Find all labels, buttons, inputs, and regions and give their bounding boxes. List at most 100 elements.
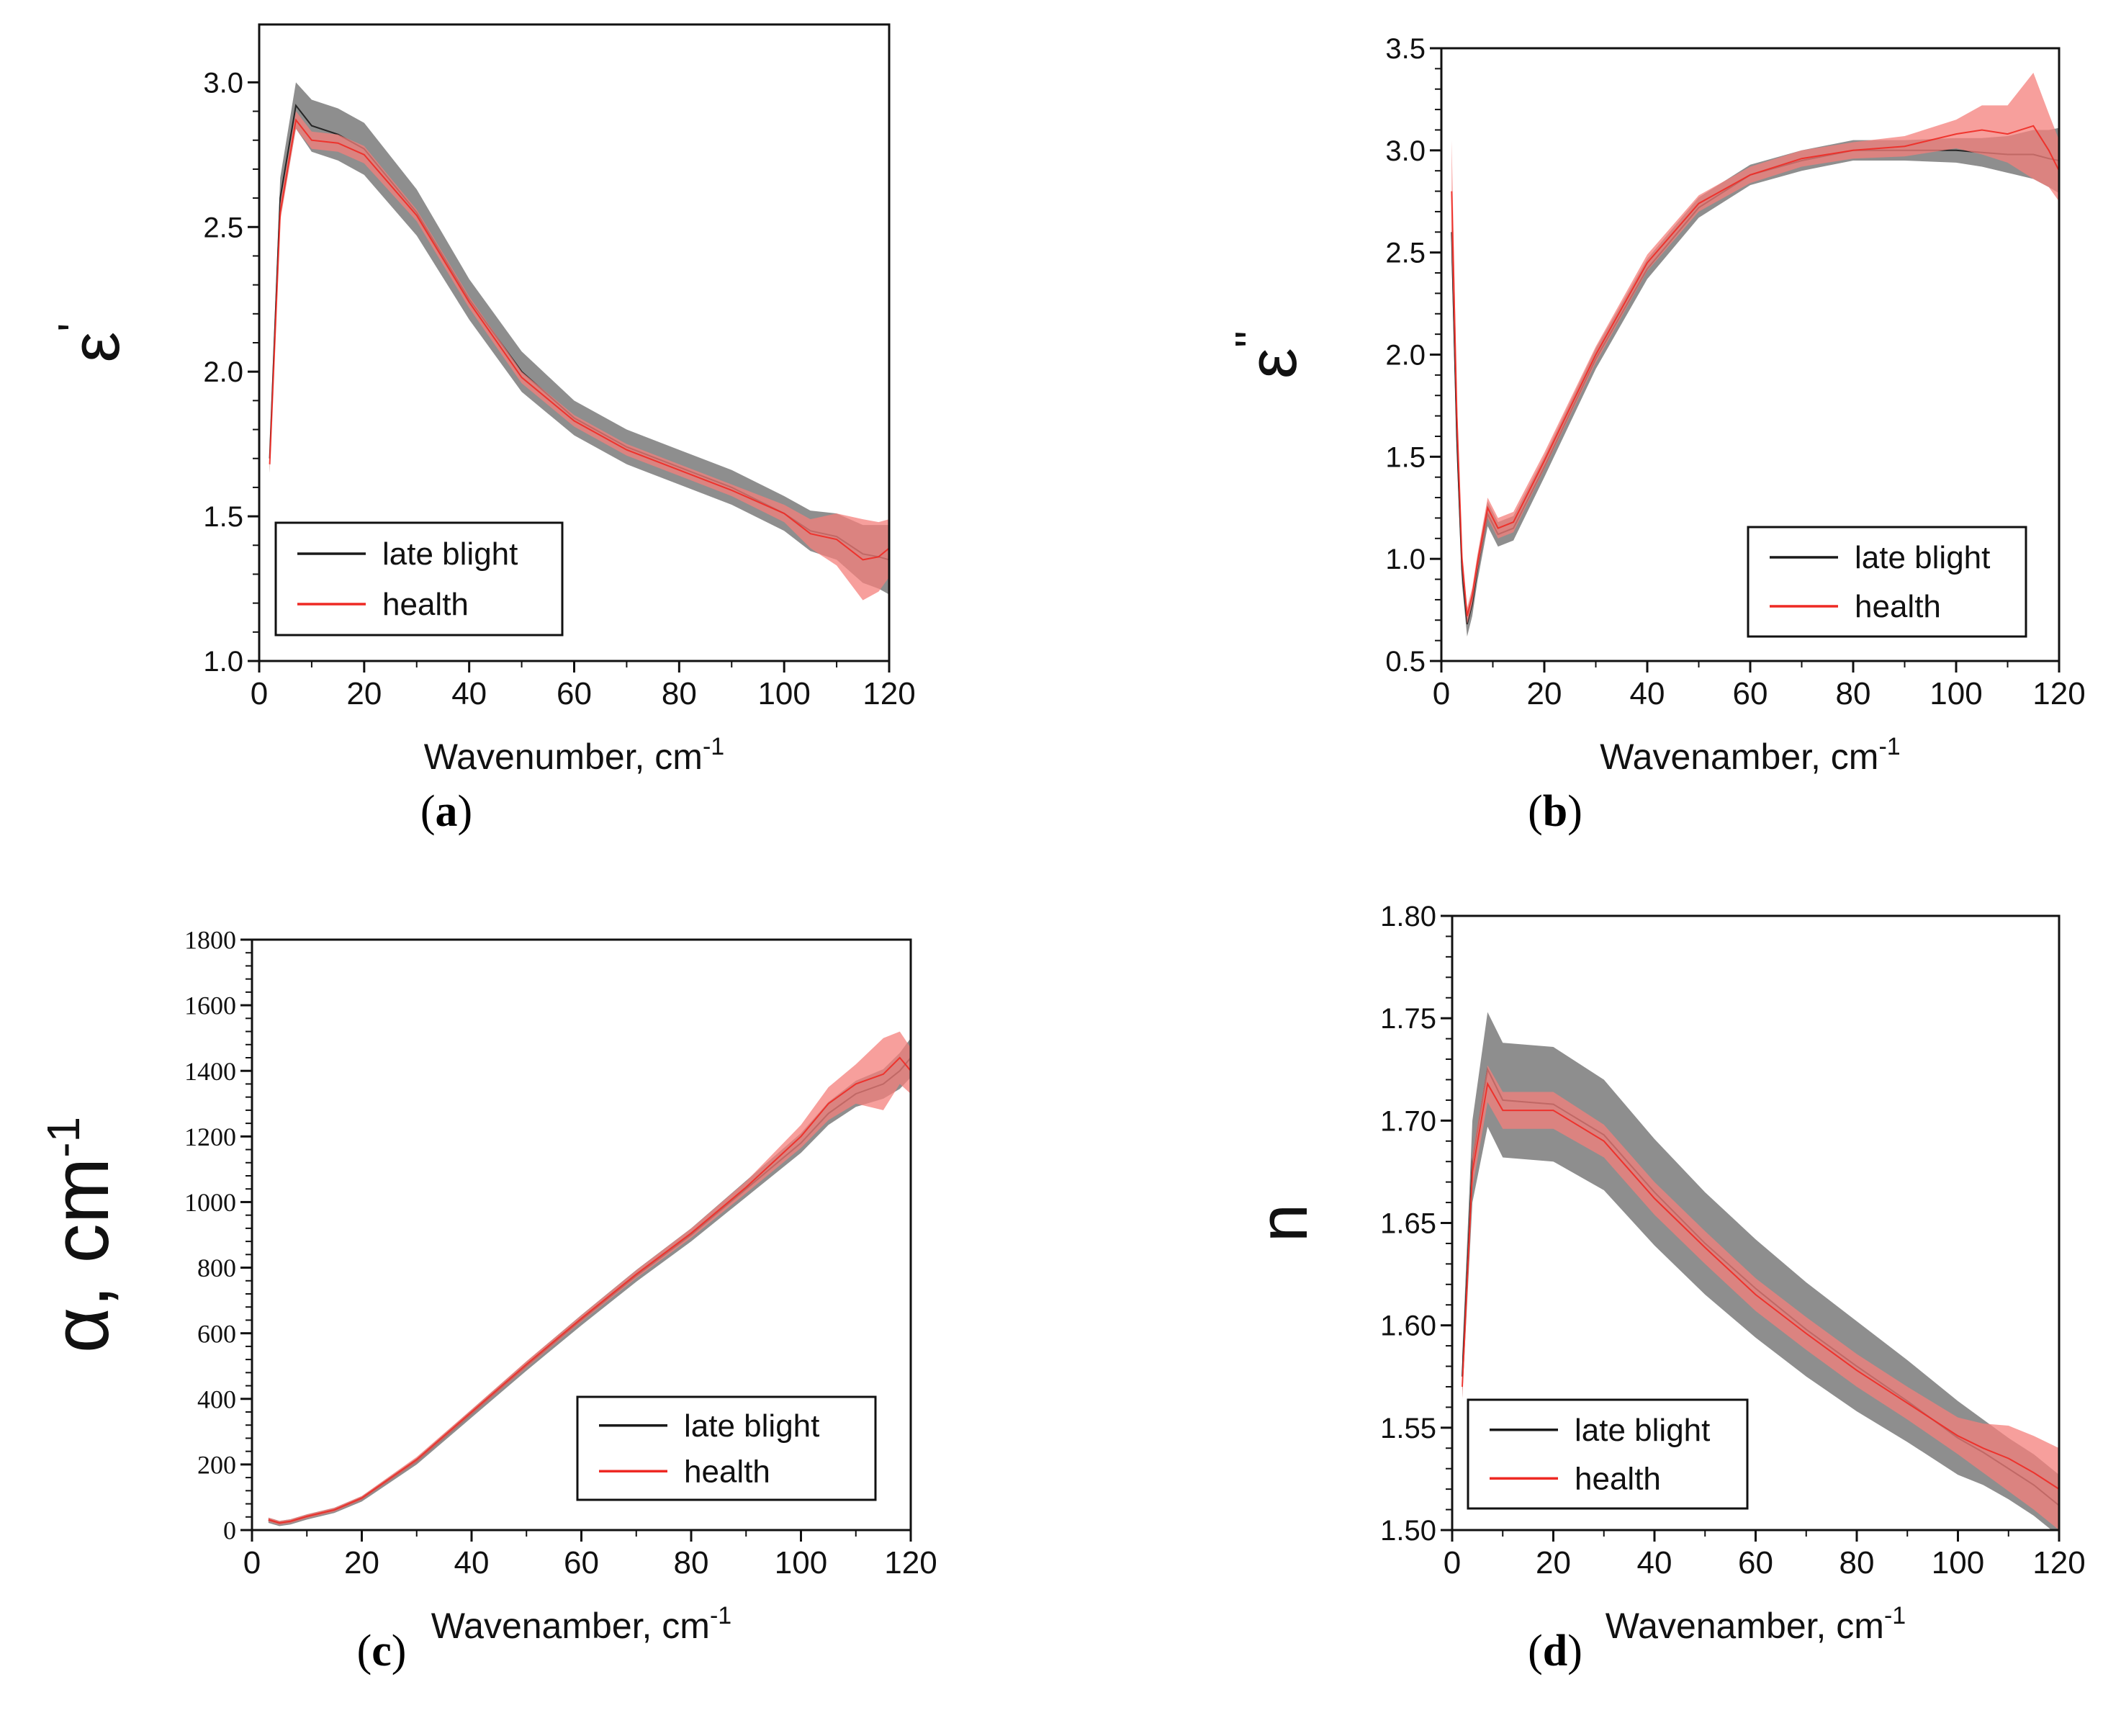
legend: late blight health (576, 1395, 877, 1501)
y-tick-label: 600 (197, 1319, 236, 1348)
x-tick-label: 60 (564, 1545, 599, 1580)
y-tick-label: 3.0 (203, 67, 243, 99)
series-line-health (269, 118, 889, 561)
y-tick-label: 3.5 (1385, 33, 1426, 65)
y-tick-label: 1.0 (203, 646, 243, 678)
legend-box (1747, 526, 2027, 638)
y-tick-label: 400 (197, 1385, 236, 1413)
x-tick-label: 40 (1630, 676, 1665, 711)
y-axis-label: ε' (48, 323, 134, 362)
x-tick-label: 60 (1738, 1545, 1773, 1580)
x-tick-label: 100 (1932, 1545, 1984, 1580)
y-tick-label: 1800 (184, 926, 236, 955)
legend-box (576, 1395, 877, 1501)
error-band-late-blight (269, 82, 889, 595)
legend: late blight health (1467, 1398, 1749, 1510)
error-band-health (268, 1031, 911, 1525)
chart-panel-a: 1.0 1.5 2.0 2.5 3.0 0 20 40 60 80 100 120 Wavenumber… (48, 23, 916, 777)
x-axis-label: Wavenamber, cm-1 (1606, 1602, 1906, 1646)
x-tick-label: 0 (1433, 676, 1450, 711)
chart-panel-c: 0 200 400 600 800 1000 1200 1400 1600 1800 0 20 40 60… (37, 926, 937, 1646)
panel-caption-a: (a) (420, 787, 473, 836)
panel-caption-letter: c (371, 1627, 392, 1676)
panel-caption-d: (d) (1528, 1627, 1582, 1676)
x-tick-label: 80 (1839, 1545, 1875, 1580)
panel-caption-letter: a (435, 787, 458, 836)
x-tick-label: 120 (2032, 676, 2085, 711)
legend-label-health: health (1575, 1461, 1661, 1496)
x-axis-label: Wavenamber, cm-1 (431, 1602, 731, 1646)
y-tick-label: 1.55 (1380, 1413, 1436, 1444)
x-tick-label: 100 (1929, 676, 1982, 711)
plot-area (1462, 1012, 2059, 1530)
y-tick-label: 1.75 (1380, 1003, 1436, 1035)
x-tick-label: 60 (1733, 676, 1768, 711)
chart-panel-b: 0.5 1.0 1.5 2.0 2.5 3.0 3.5 0 20 40 60 80 100 120 Wave… (1225, 33, 2086, 777)
y-tick-label: 1.65 (1380, 1208, 1436, 1240)
y-axis-label: ε'' (1225, 330, 1311, 379)
x-tick-label: 0 (243, 1545, 261, 1580)
x-tick-label: 120 (863, 676, 915, 711)
plot-area (1451, 73, 2059, 637)
y-tick-label: 1600 (184, 991, 236, 1020)
y-tick-label: 1.5 (1385, 441, 1426, 473)
x-tick-label: 80 (1836, 676, 1871, 711)
x-tick-label: 40 (454, 1545, 490, 1580)
x-axis-label: Wavenumber, cm-1 (424, 733, 724, 777)
error-band-health (269, 111, 889, 601)
y-tick-label: 2.5 (1385, 238, 1426, 269)
panel-caption-letter: b (1542, 787, 1568, 836)
y-tick-label: 0.5 (1385, 646, 1426, 678)
y-tick-label: 800 (197, 1254, 236, 1282)
plot-area (269, 82, 889, 601)
x-tick-label: 100 (757, 676, 810, 711)
x-tick-label: 60 (557, 676, 592, 711)
x-tick-label: 20 (1536, 1545, 1571, 1580)
x-tick-label: 20 (1527, 676, 1562, 711)
x-tick-label: 20 (344, 1545, 379, 1580)
legend-label-health: health (684, 1454, 770, 1489)
x-tick-label: 40 (1637, 1545, 1672, 1580)
x-tick-label: 80 (674, 1545, 709, 1580)
legend-label-late-blight: late blight (684, 1408, 819, 1444)
x-tick-label: 80 (662, 676, 697, 711)
y-tick-label: 0 (223, 1516, 236, 1545)
legend-label-late-blight: late blight (1575, 1413, 1710, 1448)
series-line-health (268, 1056, 911, 1524)
y-tick-label: 200 (197, 1450, 236, 1479)
chart-panel-d: 1.50 1.55 1.60 1.65 1.70 1.75 1.80 0 20 40 60 80 100… (1245, 901, 2086, 1646)
y-tick-label: 1200 (184, 1123, 236, 1151)
error-band-health (1451, 73, 2059, 624)
legend-label-late-blight: late blight (1855, 540, 1990, 575)
x-tick-label: 40 (451, 676, 487, 711)
x-tick-label: 100 (775, 1545, 827, 1580)
y-tick-label: 1.60 (1380, 1310, 1436, 1342)
x-tick-label: 0 (1444, 1545, 1461, 1580)
y-tick-label: 3.0 (1385, 135, 1426, 167)
y-tick-label: 1.50 (1380, 1515, 1436, 1547)
plot-area (268, 1031, 911, 1526)
legend: late blight health (274, 521, 564, 637)
y-tick-label: 2.5 (203, 212, 243, 243)
series-line-health (1451, 125, 2059, 616)
y-tick-label: 1400 (184, 1057, 236, 1086)
series-line-health (1462, 1081, 2059, 1490)
panel-caption-c: (c) (356, 1627, 407, 1676)
y-tick-label: 1.70 (1380, 1105, 1436, 1137)
y-tick-label: 2.0 (1385, 340, 1426, 372)
x-tick-label: 120 (2032, 1545, 2085, 1580)
legend-label-late-blight: late blight (382, 536, 518, 572)
x-tick-label: 20 (346, 676, 382, 711)
x-axis-label: Wavenamber, cm-1 (1600, 733, 1900, 777)
panel-caption-b: (b) (1528, 787, 1582, 836)
y-tick-label: 1.5 (203, 501, 243, 533)
legend-box (1467, 1398, 1749, 1510)
legend-box (274, 521, 564, 637)
y-tick-label: 1000 (184, 1188, 236, 1217)
legend-label-health: health (1855, 589, 1941, 624)
y-tick-label: 2.0 (203, 356, 243, 388)
x-tick-label: 120 (884, 1545, 937, 1580)
panel-caption-letter: d (1542, 1627, 1568, 1676)
legend-label-health: health (382, 587, 469, 622)
